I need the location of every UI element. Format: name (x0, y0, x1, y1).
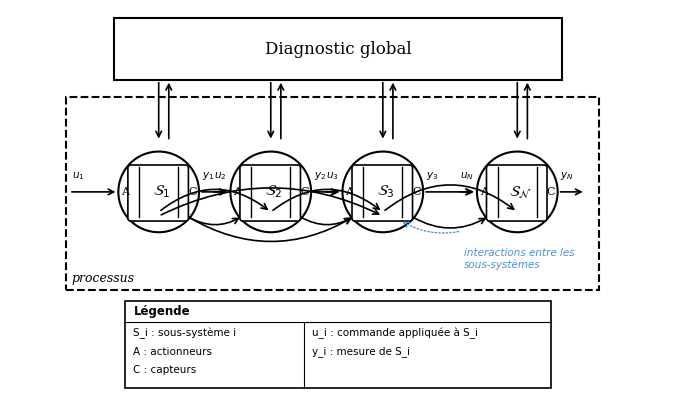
Text: C: C (547, 187, 555, 197)
Text: A: A (233, 187, 241, 197)
FancyBboxPatch shape (240, 165, 300, 221)
FancyArrowPatch shape (161, 189, 267, 211)
Circle shape (477, 152, 558, 232)
Text: $u_3$: $u_3$ (326, 170, 338, 182)
FancyBboxPatch shape (487, 165, 547, 221)
Text: $u_N$: $u_N$ (460, 170, 474, 182)
Text: Légende: Légende (133, 305, 190, 318)
FancyBboxPatch shape (114, 18, 562, 80)
Text: $\mathcal{S}_{\mathcal{N}}$: $\mathcal{S}_{\mathcal{N}}$ (508, 184, 531, 200)
FancyArrowPatch shape (273, 189, 379, 211)
Text: Diagnostic global: Diagnostic global (265, 41, 411, 58)
FancyBboxPatch shape (125, 301, 551, 388)
Text: $y_2$: $y_2$ (314, 170, 326, 182)
Text: $y_3$: $y_3$ (426, 170, 439, 182)
Text: A: A (480, 187, 487, 197)
FancyBboxPatch shape (352, 165, 412, 221)
Text: S_i : sous-système i: S_i : sous-système i (133, 328, 237, 339)
Circle shape (343, 152, 423, 232)
Text: A : actionneurs: A : actionneurs (133, 346, 212, 357)
Text: A: A (121, 187, 129, 197)
Text: $y_1$: $y_1$ (202, 170, 214, 182)
Circle shape (231, 152, 311, 232)
Text: C: C (300, 187, 309, 197)
FancyBboxPatch shape (128, 165, 189, 221)
Text: $u_1$: $u_1$ (72, 170, 84, 182)
Text: C: C (412, 187, 420, 197)
Text: $y_N$: $y_N$ (560, 170, 574, 182)
Text: $u_2$: $u_2$ (214, 170, 226, 182)
Text: processus: processus (72, 272, 135, 285)
Circle shape (118, 152, 199, 232)
Text: A: A (345, 187, 353, 197)
Text: C: C (188, 187, 197, 197)
Text: $\mathcal{S}_{2}$: $\mathcal{S}_{2}$ (265, 184, 283, 200)
Text: u_i : commande appliquée à S_i: u_i : commande appliquée à S_i (312, 328, 479, 339)
Text: C : capteurs: C : capteurs (133, 365, 197, 374)
FancyArrowPatch shape (385, 185, 514, 211)
Text: y_i : mesure de S_i: y_i : mesure de S_i (312, 346, 410, 357)
Text: interactions entre les
sous-systèmes: interactions entre les sous-systèmes (464, 248, 575, 270)
Text: $\mathcal{S}_{1}$: $\mathcal{S}_{1}$ (153, 184, 170, 200)
Text: $\mathcal{S}_{3}$: $\mathcal{S}_{3}$ (377, 184, 395, 200)
FancyArrowPatch shape (161, 188, 379, 215)
